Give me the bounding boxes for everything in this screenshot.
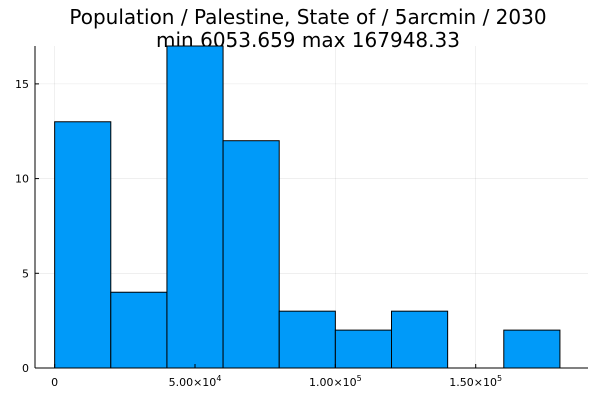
- histogram-bar: [166, 45, 224, 369]
- histogram-bar: [110, 291, 168, 369]
- y-tick-label: 5: [22, 267, 29, 280]
- histogram-bars: [54, 45, 561, 369]
- histogram-bar: [278, 310, 336, 369]
- axes: [34, 46, 588, 369]
- chart-title: Population / Palestine, State of / 5arcm…: [69, 5, 546, 29]
- histogram-bar: [334, 329, 393, 369]
- histogram-bar: [503, 329, 561, 369]
- x-tick-label: 1.50×105: [449, 374, 502, 389]
- histogram-bar: [54, 121, 112, 369]
- y-tick-label: 10: [15, 173, 29, 186]
- x-tick-label: 5.00×104: [169, 374, 222, 389]
- x-tick-label: 0: [51, 376, 58, 389]
- tick-labels: 0 5 10 15 0 5.00×104 1.00×105 1.50×105: [15, 78, 502, 389]
- histogram-bar: [391, 310, 449, 369]
- y-tick-label: 0: [22, 362, 29, 375]
- histogram-bar: [222, 140, 280, 369]
- y-tick-label: 15: [15, 78, 29, 91]
- x-tick-label: 1.00×105: [309, 374, 362, 389]
